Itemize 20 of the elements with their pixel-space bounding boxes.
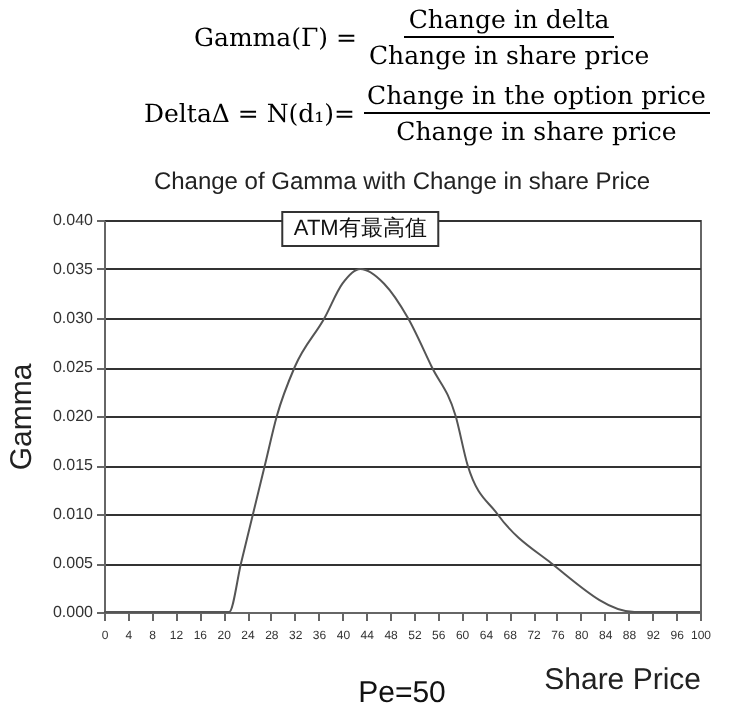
y-tick-label: 0.030 (52, 309, 95, 327)
y-axis-title: Gamma (4, 362, 39, 471)
x-axis-title: Share Price (544, 663, 701, 697)
text: Gamma(Γ) = (194, 22, 357, 52)
y-tick-label: 0.035 (52, 260, 95, 278)
text: Change in share price (394, 114, 679, 146)
y-tick-label: 0.015 (52, 456, 95, 474)
y-tick-label: 0.025 (52, 358, 95, 376)
y-tick-label: 0.040 (52, 211, 95, 229)
text: Pe=50 (358, 676, 446, 710)
y-tick-label: 0.010 (52, 505, 95, 523)
text: Change in the option price (363, 80, 710, 114)
y-tick-label: 0.020 (52, 407, 95, 425)
text: DeltaΔ = N(d₁)= (144, 98, 356, 128)
text: Change in share price (366, 38, 652, 70)
text: Change in delta (404, 4, 614, 38)
annotation: ATM有最高值 (293, 215, 427, 241)
y-tick-label: 0.000 (52, 603, 95, 621)
chart-title: Change of Gamma with Change in share Price (153, 167, 651, 195)
y-tick-label: 0.005 (52, 554, 95, 572)
